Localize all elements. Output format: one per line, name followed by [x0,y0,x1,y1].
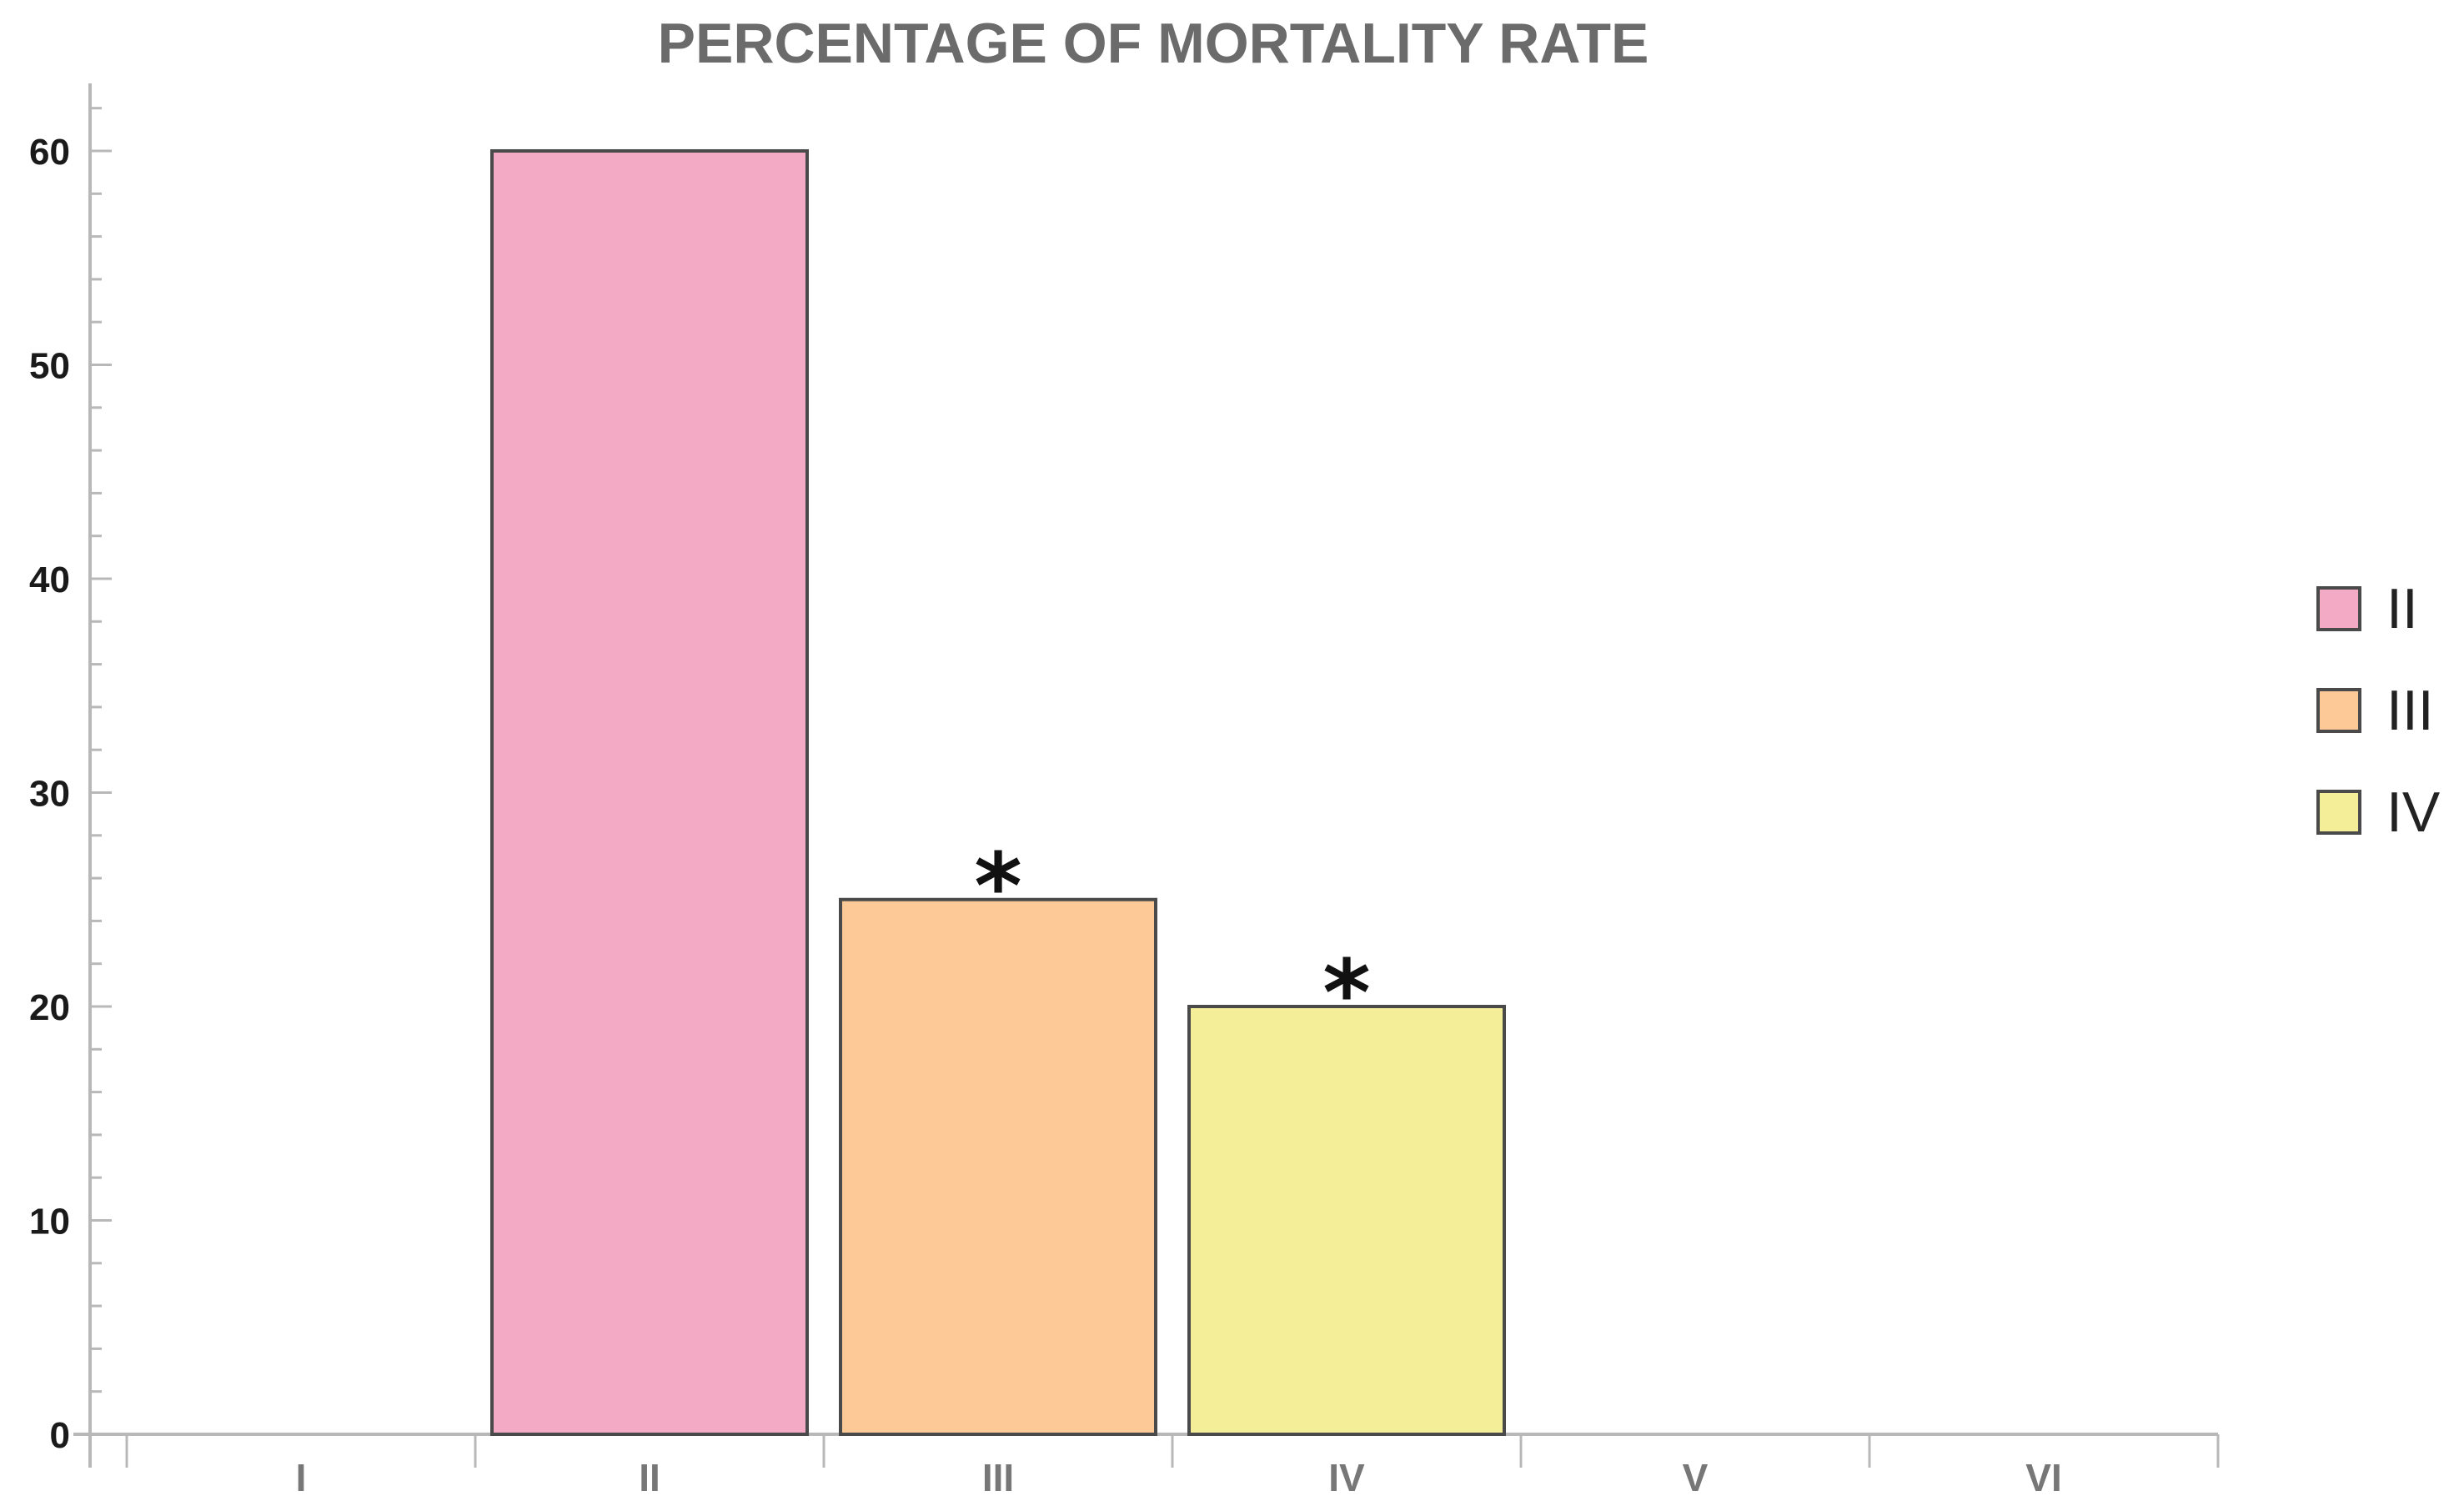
legend-label: IV [2386,781,2441,844]
legend-label: III [2386,679,2434,742]
annotations: ** [974,833,1371,1047]
x-category-label: III [982,1456,1014,1499]
x-category-label: IV [1328,1456,1365,1499]
legend-swatch [2316,688,2361,733]
legend-label: II [2386,577,2418,640]
bar-III [839,897,1157,1436]
bars [490,149,1506,1436]
y-tick-label: 40 [29,560,70,600]
y-tick-label: 10 [29,1202,70,1242]
y-tick-label: 20 [29,987,70,1028]
legend-swatch [2316,586,2361,631]
x-category-label: II [639,1456,660,1499]
x-category-label: V [1683,1456,1709,1499]
y-tick-label: 30 [29,774,70,815]
bar-II [490,149,809,1436]
y-tick-label: 50 [29,346,70,387]
y-tick-label: 60 [29,132,70,173]
x-category-label: I [296,1456,307,1499]
x-category-label: VI [2025,1456,2061,1499]
significance-asterisk: * [974,833,1022,940]
chart-title: PERCENTAGE OF MORTALITY RATE [658,12,1649,75]
y-tick-label: 0 [50,1415,70,1456]
bar-IV [1187,1005,1506,1436]
legend-swatch [2316,790,2361,835]
significance-asterisk: * [1322,940,1371,1047]
